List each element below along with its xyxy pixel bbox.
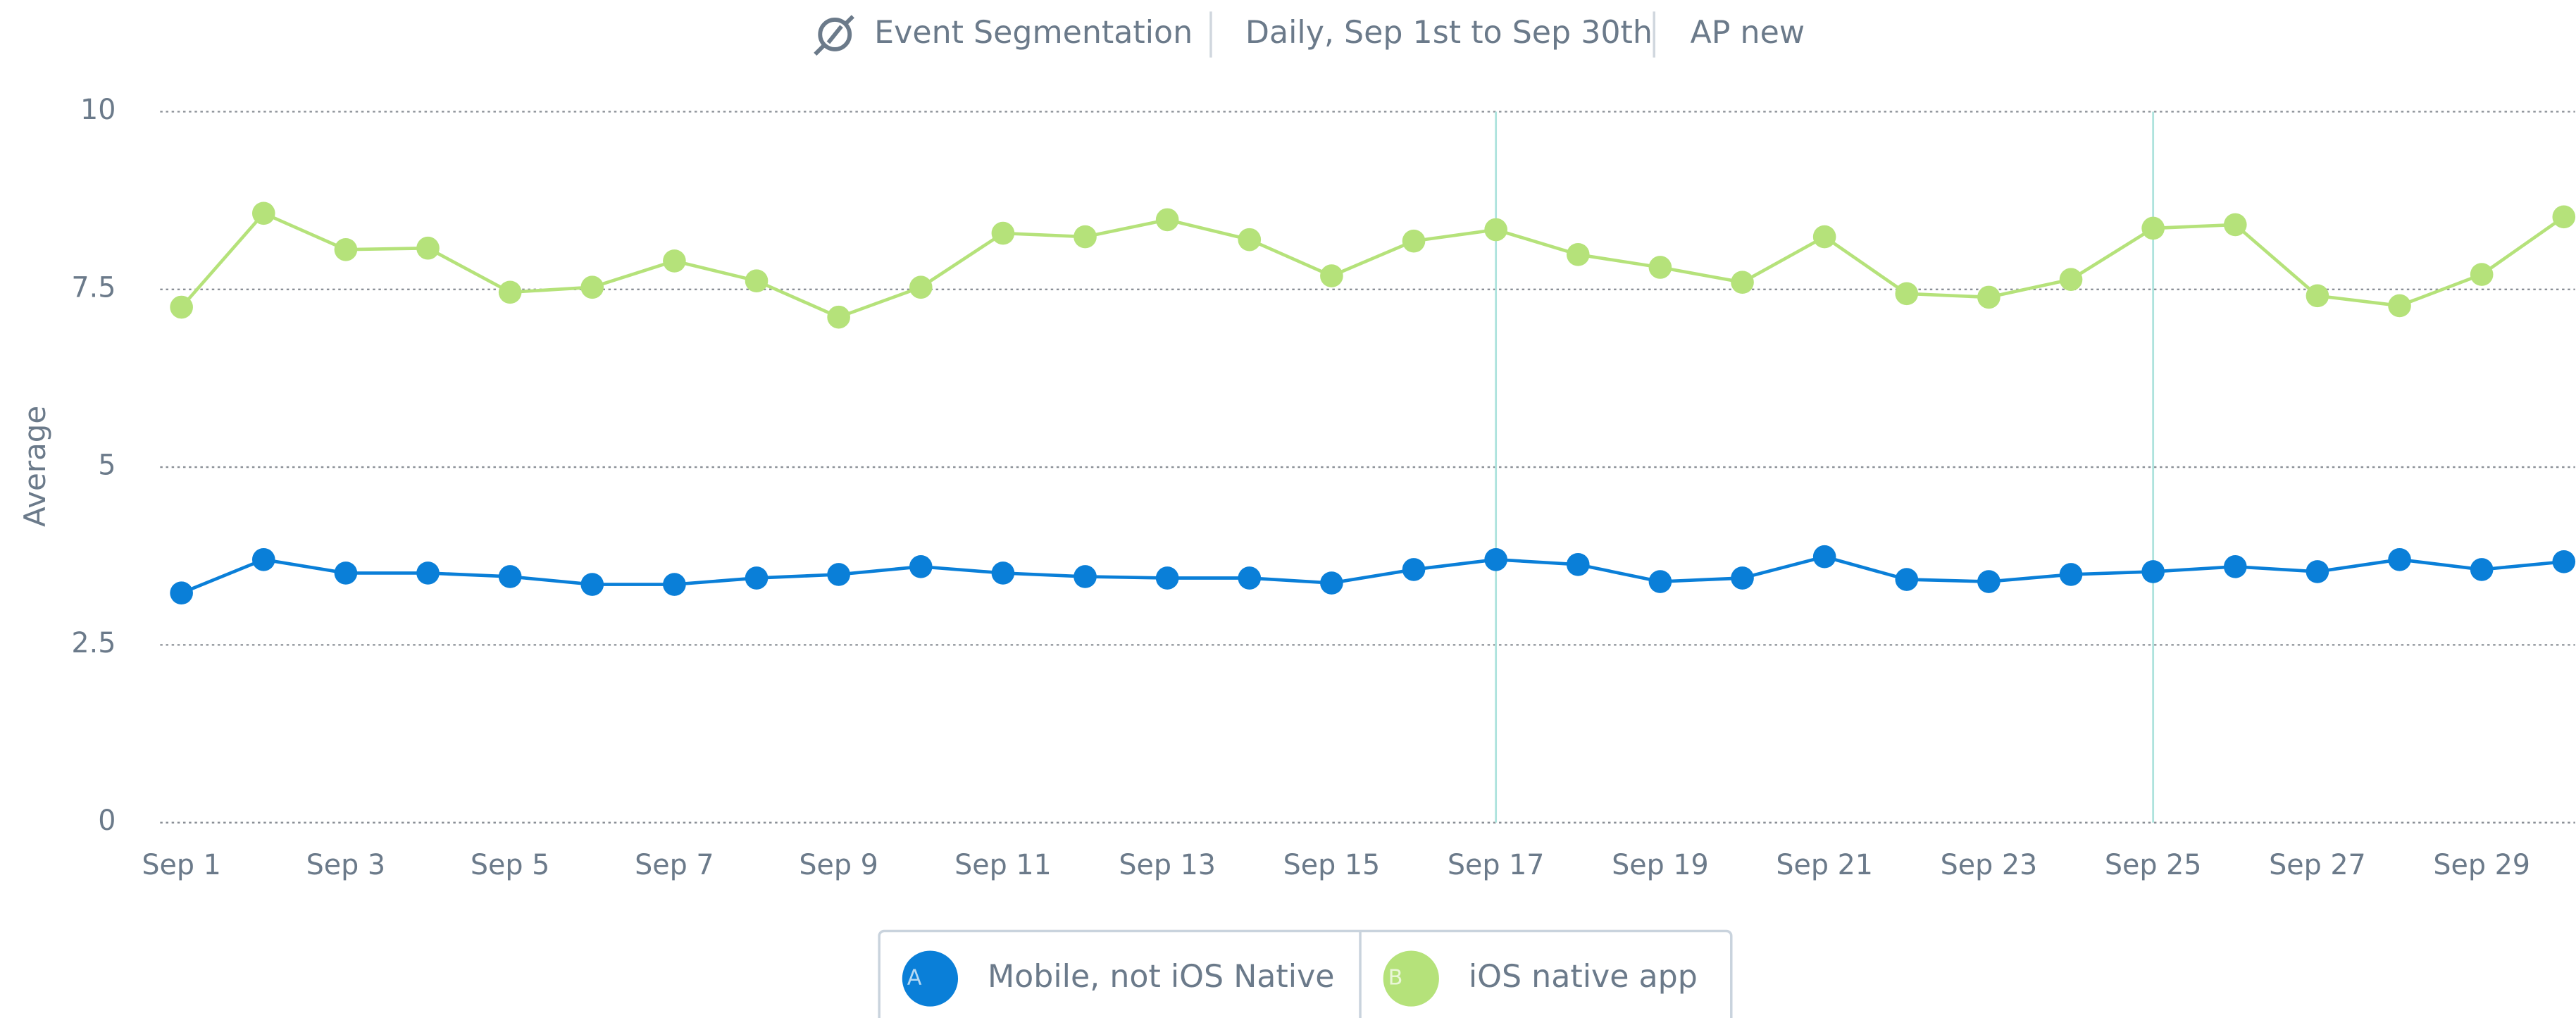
data-point [2470,263,2494,286]
data-point [170,581,193,605]
data-point [991,561,1015,585]
legend-box [878,929,1733,1018]
data-point [2223,213,2247,237]
data-point [251,547,275,571]
data-point [2141,560,2165,583]
y-tick-label: 7.5 [71,271,116,304]
report-icon [814,15,854,56]
data-point [827,563,850,586]
data-point [1155,566,1179,590]
data-point [1074,565,1097,588]
data-point [2552,205,2576,229]
x-tick-label: Sep 3 [306,849,385,881]
data-point [1155,208,1179,232]
y-axis-label: Average [18,406,52,527]
data-point [909,275,933,299]
data-point [1977,285,2001,309]
legend-item[interactable]: A Mobile, not iOS Native [902,950,1335,1007]
data-point [334,237,358,261]
data-point [1484,218,1507,242]
data-point [2470,558,2494,581]
data-point [663,249,686,273]
data-point [1074,225,1097,249]
data-point [1895,282,1919,306]
data-point [498,280,522,304]
x-tick-label: Sep 25 [2105,849,2202,881]
data-point [1648,570,1672,593]
data-point [580,573,604,596]
report-name[interactable]: Event Segmentation [874,15,1193,51]
x-tick-label: Sep 7 [635,849,714,881]
data-point [1648,256,1672,279]
data-point [1895,568,1919,591]
x-tick-label: Sep 1 [142,849,220,881]
data-point [991,221,1015,245]
data-point [1320,571,1343,595]
data-point [1320,264,1343,287]
data-point [2552,550,2576,573]
data-point [416,236,440,260]
data-point [1812,225,1836,249]
data-point [1812,545,1836,569]
project-name[interactable]: AP new [1691,15,1805,51]
legend-label: iOS native app [1469,959,1698,995]
data-point [1977,570,2001,593]
series-line [180,211,2565,319]
x-tick-label: Sep 27 [2269,849,2366,881]
data-point [2059,563,2083,586]
data-point [1566,553,1590,576]
y-tick-label: 0 [98,805,116,837]
data-point [827,305,850,329]
x-tick-label: Sep 17 [1448,849,1545,881]
x-tick-label: Sep 29 [2433,849,2530,881]
data-point [170,295,193,319]
date-range[interactable]: Daily, Sep 1st to Sep 30th [1245,15,1653,51]
data-point [580,275,604,299]
x-tick-label: Sep 11 [954,849,1052,881]
data-point [1731,566,1754,590]
legend-label: Mobile, not iOS Native [988,959,1335,995]
data-point [2388,294,2411,318]
x-tick-label: Sep 5 [471,849,549,881]
data-point [2306,284,2329,308]
data-point [2306,560,2329,583]
x-tick-label: Sep 13 [1119,849,1216,881]
data-point [416,561,440,585]
header: Event Segmentation Daily, Sep 1st to Sep… [814,11,1805,58]
data-point [2141,216,2165,240]
data-point [745,566,769,590]
y-tick-label: 2.5 [71,627,116,659]
y-tick-label: 10 [80,94,116,126]
data-point [745,269,769,292]
x-tick-label: Sep 23 [1941,849,2038,881]
data-point [2059,268,2083,291]
series-line [180,554,2565,595]
legend-swatch [902,950,959,1007]
y-tick-label: 5 [98,449,116,482]
data-point [909,555,933,578]
data-point [1402,229,1426,253]
data-point [1566,243,1590,266]
data-point [2388,547,2411,571]
data-point [663,573,686,596]
data-point [498,565,522,588]
data-point [1484,547,1507,571]
x-tick-label: Sep 15 [1283,849,1381,881]
data-point [334,561,358,585]
legend-letter: A [907,966,922,991]
x-tick-label: Sep 19 [1612,849,1709,881]
x-tick-label: Sep 21 [1776,849,1873,881]
data-point [2223,555,2247,578]
data-point [1731,271,1754,294]
legend-letter: B [1388,966,1403,991]
data-point [1238,228,1262,252]
data-point [251,201,275,225]
data-point [1238,566,1262,590]
data-point [1402,558,1426,581]
x-tick-label: Sep 9 [799,849,878,881]
legend-swatch [1383,950,1439,1007]
